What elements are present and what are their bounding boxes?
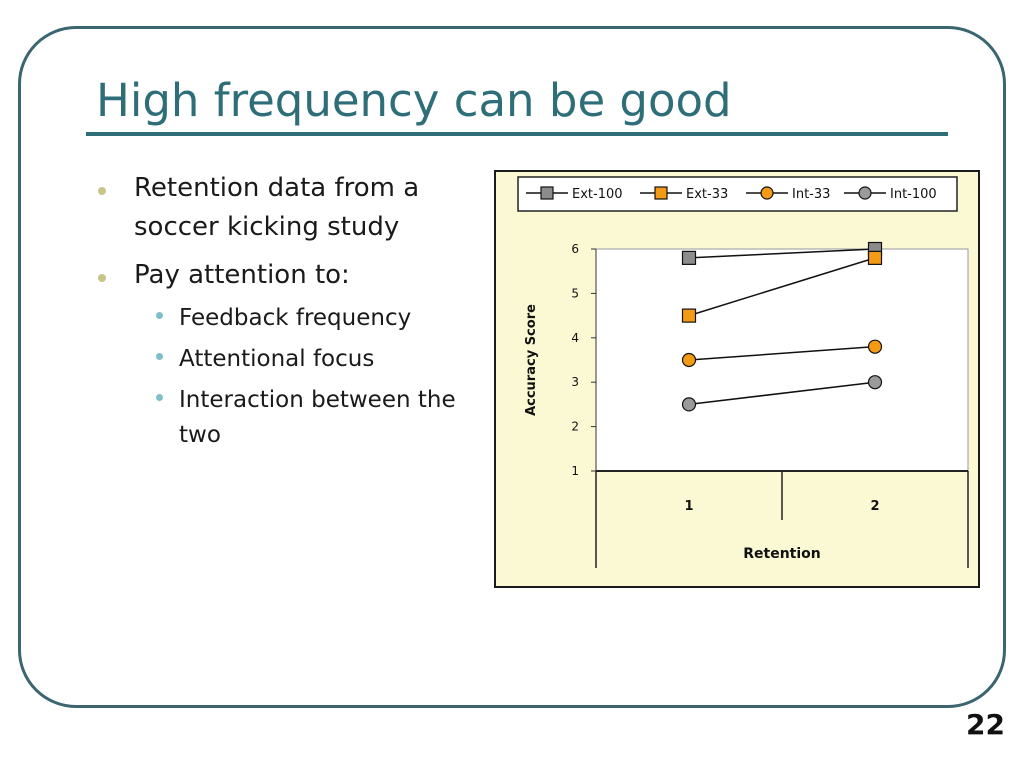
sub-bullet-dot [156, 394, 163, 401]
sub-bullet-dot [156, 353, 163, 360]
slide-frame [18, 26, 1006, 708]
bullet-text: Pay attention to: [134, 260, 350, 290]
sub-bullet-text: Feedback frequency [179, 305, 412, 331]
legend-marker [858, 186, 872, 200]
x-axis-label: Retention [743, 546, 821, 562]
legend-marker [760, 186, 774, 200]
y-tick-label: 6 [571, 242, 579, 256]
chart-container: 1 2 3 4 5 6 1 2 Retention Accuracy Score Ext-100 Ex… [494, 170, 980, 588]
sub-bullet-dot [156, 312, 163, 319]
y-tick-label: 5 [571, 286, 579, 300]
x-tick-label: 1 [684, 499, 693, 514]
legend-marker [540, 186, 554, 200]
y-tick-label: 1 [571, 464, 579, 478]
slide-number: 22 [966, 708, 1005, 741]
y-tick-label: 2 [571, 420, 579, 434]
legend-label: Ext-33 [686, 187, 728, 202]
bullet-text: Retention data from a [134, 173, 420, 203]
legend-label: Int-33 [792, 187, 830, 202]
data-point [867, 375, 883, 390]
series-line [688, 381, 876, 406]
series-line [688, 345, 876, 361]
data-point [867, 250, 883, 265]
y-axis-label: Accuracy Score [524, 304, 539, 416]
bullet-dot [98, 274, 106, 282]
data-point [867, 339, 883, 354]
sub-bullet-text: Attentional focus [179, 346, 375, 372]
series-line [688, 248, 876, 259]
data-point [681, 250, 697, 265]
data-point [681, 308, 697, 323]
slide-title: High frequency can be good [96, 74, 732, 127]
bullet-dot [98, 187, 106, 195]
data-point [681, 397, 697, 412]
data-point [681, 352, 697, 368]
legend-label: Int-100 [890, 187, 937, 202]
legend: Ext-100 Ext-33 Int-33 Int-100 [517, 176, 958, 212]
series-line [688, 257, 876, 317]
bullet-text: soccer kicking study [134, 212, 400, 242]
y-tick-label: 4 [571, 331, 579, 345]
legend-marker [654, 186, 668, 200]
sub-bullet-text: Interaction between the [179, 387, 456, 413]
title-underline [86, 132, 948, 136]
plot-area [595, 248, 969, 472]
legend-label: Ext-100 [572, 187, 623, 202]
y-tick-label: 3 [571, 375, 579, 389]
legend-box [517, 176, 958, 212]
x-tick-label: 2 [870, 499, 879, 514]
sub-bullet-text: two [179, 422, 221, 448]
